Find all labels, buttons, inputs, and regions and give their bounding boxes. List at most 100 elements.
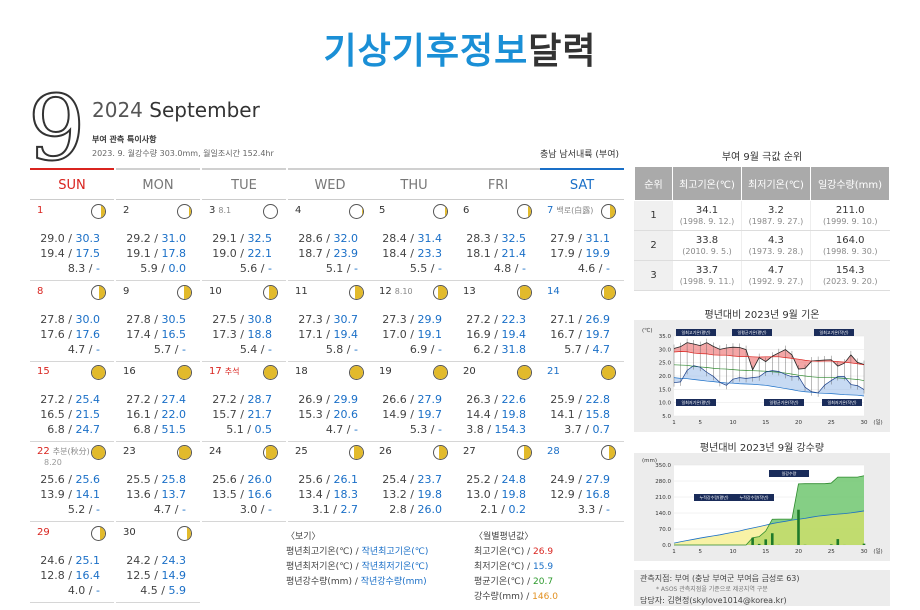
day-values: 24.9 / 27.9 12.9 / 16.8 3.3 / - xyxy=(550,473,610,516)
day-number: 30 xyxy=(123,527,136,538)
y-axis-label: (℃) xyxy=(642,327,652,334)
series-line xyxy=(673,351,865,366)
annotation-box xyxy=(734,494,774,501)
annotation-text: 일평균기온(작년) xyxy=(770,399,799,405)
weekday-tue: TUE xyxy=(202,168,286,200)
series-line xyxy=(673,342,865,371)
day-cell: 5 28.4 / 31.4 18.4 / 23.3 5.5 / - xyxy=(372,201,456,281)
notes-title: 부여 관측 특이사항 xyxy=(92,135,157,144)
rank-number: 2 xyxy=(634,230,673,261)
rain-chart-title: 평년대비 2023년 9월 강수량 xyxy=(699,443,825,454)
moon-phase-icon xyxy=(177,526,192,541)
day-cell: 16 27.2 / 27.4 16.1 / 22.0 6.8 / 51.5 xyxy=(116,362,200,442)
day-number: 29 xyxy=(37,527,50,538)
moon-phase-icon xyxy=(433,204,448,219)
x-tick-label: 1 xyxy=(672,420,676,426)
day-number: 1 xyxy=(37,205,44,216)
annotation-label: 일최저기온(작년) xyxy=(822,399,862,406)
rank-header: 일강수량(mm) xyxy=(809,166,891,201)
rank-row: 2 33.8 (2010. 9. 5.) 4.3 (1973. 9. 28.) 164.0… xyxy=(634,230,890,261)
max-anomaly-area xyxy=(674,342,864,370)
annotation-label: 일강수량 xyxy=(769,470,809,477)
x-tick-label: 25 xyxy=(828,420,835,426)
annotation-box xyxy=(676,399,716,406)
moon-phase-icon xyxy=(517,204,532,219)
x-tick-label: 20 xyxy=(795,549,802,555)
moon-phase-icon xyxy=(91,204,106,219)
day-number: 23 xyxy=(123,446,136,457)
annotation-label: 일평균기온(작년) xyxy=(764,399,804,406)
day-number: 9 xyxy=(123,286,130,297)
moon-phase-icon xyxy=(601,204,616,219)
legend-max: 평년최고기온(℃) / 작년최고기온(℃) xyxy=(286,547,429,557)
y-tick-label: 20.0 xyxy=(659,374,672,380)
day-number: 16 xyxy=(123,366,136,377)
day-number: 25 xyxy=(295,446,308,457)
day-number: 12 8.10 xyxy=(379,286,413,297)
day-note: 8.10 xyxy=(394,287,413,296)
day-cell: 22 추분(秋分) 8.20 25.6 / 25.6 13.9 / 14.1 5.2 / … xyxy=(30,442,114,522)
rank-max: 34.1 (1998. 9. 12.) xyxy=(672,200,742,231)
day-cell: 7 백로(白露) 27.9 / 31.1 17.9 / 19.9 4.6 / - xyxy=(540,201,624,281)
moon-phase-icon xyxy=(349,365,364,380)
notes-body: 2023. 9. 월강수량 303.0mm, 월일조시간 152.4hr xyxy=(92,149,274,158)
day-number: 14 xyxy=(547,286,560,297)
rank-header: 순위 xyxy=(634,166,673,201)
moon-phase-icon xyxy=(91,445,106,460)
annotation-box xyxy=(732,329,772,336)
monthly-max: 26.9 xyxy=(533,547,554,557)
day-number: 20 xyxy=(463,366,476,377)
temp-chart-title: 평년대비 2023년 9월 기온 xyxy=(704,310,820,321)
day-values: 25.9 / 22.8 14.1 / 15.8 3.7 / 0.7 xyxy=(550,393,610,436)
legend-min: 평년최저기온(℃) / 작년최저기온(℃) xyxy=(286,562,429,572)
day-values: 28.6 / 32.0 18.7 / 23.9 5.1 / - xyxy=(298,232,358,275)
daily-rain-bar xyxy=(751,537,754,545)
legend: 〈보기〉 평년최고기온(℃) / 작년최고기온(℃) 평년최저기온(℃) / 작… xyxy=(286,530,428,590)
day-cell: 26 25.4 / 23.7 13.2 / 19.8 2.8 / 26.0 xyxy=(372,442,456,522)
annotation-box xyxy=(694,494,734,501)
day-values: 27.8 / 30.5 17.4 / 16.5 5.7 / - xyxy=(126,313,186,356)
legend-rain: 평년강수량(mm) / 작년강수량(mm) xyxy=(286,577,427,587)
day-number: 21 xyxy=(547,366,560,377)
day-cell: 6 28.3 / 32.5 18.1 / 21.4 4.8 / - xyxy=(456,201,540,281)
day-cell: 14 27.1 / 26.9 16.7 / 19.7 5.7 / 4.7 xyxy=(540,282,624,362)
monthly-title: 〈월별평년값〉 xyxy=(474,532,534,542)
day-values: 27.2 / 27.4 16.1 / 22.0 6.8 / 51.5 xyxy=(126,393,186,436)
x-axis-label: (일) xyxy=(873,547,882,555)
moon-phase-icon xyxy=(349,204,364,219)
day-values: 25.4 / 23.7 13.2 / 19.8 2.8 / 26.0 xyxy=(382,473,442,516)
daily-rain-bar xyxy=(829,544,833,545)
day-number: 26 xyxy=(379,446,392,457)
title-suffix: 달력 xyxy=(528,31,597,72)
rank-rain: 164.0 (1998. 9. 30.) xyxy=(809,230,890,261)
day-subnote: 8.20 xyxy=(44,458,62,467)
min-anomaly-area xyxy=(674,365,864,396)
moon-phase-icon xyxy=(91,526,106,541)
y-axis-label: (mm) xyxy=(642,458,657,464)
annotation-label: 일최고기온(평년) xyxy=(676,329,716,336)
rank-min: 4.3 (1973. 9. 28.) xyxy=(740,230,811,261)
rain-chart: 350.0 280.0 210.0 140.0 70.0 0.0 1 5 10 15 20 25 30(… xyxy=(634,453,890,561)
day-number: 28 xyxy=(547,446,560,457)
day-cell: 24 25.6 / 26.0 13.5 / 16.6 3.0 / - xyxy=(202,442,286,522)
y-tick-label: 5.0 xyxy=(662,414,671,420)
day-cell: 13 27.2 / 22.3 16.9 / 19.4 6.2 / 31.8 xyxy=(456,282,540,362)
monthly-rain: 146.0 xyxy=(532,592,558,602)
footer: 관측지점: 부여 (충남 부여군 부여읍 금성로 63) * ASOS 관측지점… xyxy=(634,570,890,606)
series-line xyxy=(673,365,865,394)
footer-note: * ASOS 관측지점을 기준으로 제공지역 구분 xyxy=(656,586,768,593)
annotation-text: 누적강수량(평년) xyxy=(700,494,729,500)
moon-phase-icon xyxy=(177,365,192,380)
daily-rain-bar xyxy=(770,533,774,545)
day-cell: 27 25.2 / 24.8 13.0 / 19.8 2.1 / 0.2 xyxy=(456,442,540,522)
day-number: 18 xyxy=(295,366,308,377)
moon-phase-icon xyxy=(263,445,278,460)
day-number: 11 xyxy=(295,286,308,297)
daily-rain-bar xyxy=(764,539,768,545)
y-tick-label: 350.0 xyxy=(655,463,671,469)
annotation-text: 일평균기온(평년) xyxy=(738,329,767,335)
day-number: 19 xyxy=(379,366,392,377)
x-tick-label: 10 xyxy=(729,420,736,426)
day-values: 24.6 / 25.1 12.8 / 16.4 4.0 / - xyxy=(40,554,100,597)
day-values: 27.1 / 26.9 16.7 / 19.7 5.7 / 4.7 xyxy=(550,313,610,356)
